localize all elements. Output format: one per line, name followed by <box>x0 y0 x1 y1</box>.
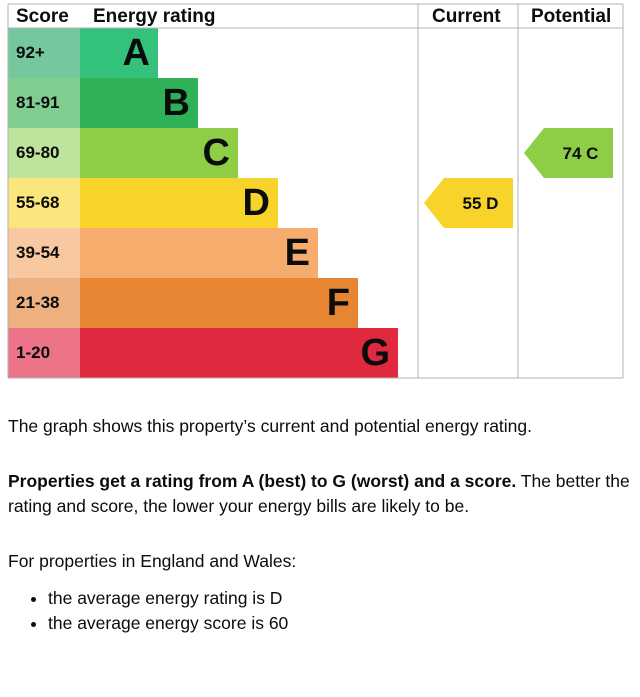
band-bar-g <box>80 328 398 378</box>
band-letter-g: G <box>360 332 390 374</box>
score-cell-c <box>8 128 80 178</box>
band-bar-d <box>80 178 278 228</box>
band-letter-b: B <box>163 82 190 124</box>
score-range-d: 55-68 <box>16 193 59 212</box>
band-bar-f <box>80 278 358 328</box>
score-cell-b <box>8 78 80 128</box>
england-wales-text: For properties in England and Wales: <box>8 551 297 571</box>
score-range-g: 1-20 <box>16 343 50 362</box>
score-cell-a <box>8 28 80 78</box>
rating-explanation: Properties get a rating from A (best) to… <box>8 469 632 519</box>
energy-rating-chart: Score Energy rating Current Potential 92+ A 81… <box>7 3 624 379</box>
score-range-c: 69-80 <box>16 143 59 162</box>
energy-rating-header: Energy rating <box>93 6 215 27</box>
average-list: the average energy rating is D the avera… <box>8 586 632 636</box>
band-bar-c <box>80 128 238 178</box>
score-range-e: 39-54 <box>16 243 60 262</box>
current-rating-label: 55 D <box>463 194 499 213</box>
score-cell-f <box>8 278 80 328</box>
score-cell-g <box>8 328 80 378</box>
band-letter-a: A <box>123 32 150 74</box>
list-item-average-score: the average energy score is 60 <box>48 611 632 636</box>
rating-explanation-bold: Properties get a rating from A (best) to… <box>8 471 517 491</box>
current-header: Current <box>432 6 501 27</box>
band-bar-a <box>80 28 158 78</box>
current-rating-arrow <box>424 178 513 228</box>
score-header: Score <box>16 6 69 27</box>
potential-rating-arrow <box>524 128 613 178</box>
band-letter-f: F <box>327 282 350 324</box>
potential-rating-label: 74 C <box>563 144 599 163</box>
rating-explanation-rest: The better the rating and score, the low… <box>8 471 630 516</box>
list-item-average-rating: the average energy rating is D <box>48 586 632 611</box>
intro-text: The graph shows this property’s current … <box>8 416 533 436</box>
score-range-b: 81-91 <box>16 93 59 112</box>
band-letter-c: C <box>203 132 230 174</box>
score-range-f: 21-38 <box>16 293 59 312</box>
band-bar-e <box>80 228 318 278</box>
band-bar-b <box>80 78 198 128</box>
score-cell-d <box>8 178 80 228</box>
band-letter-e: E <box>285 232 310 274</box>
band-letter-d: D <box>243 182 270 224</box>
score-range-a: 92+ <box>16 43 45 62</box>
description-text: The graph shows this property’s current … <box>8 414 632 636</box>
potential-header: Potential <box>531 6 611 27</box>
score-cell-e <box>8 228 80 278</box>
